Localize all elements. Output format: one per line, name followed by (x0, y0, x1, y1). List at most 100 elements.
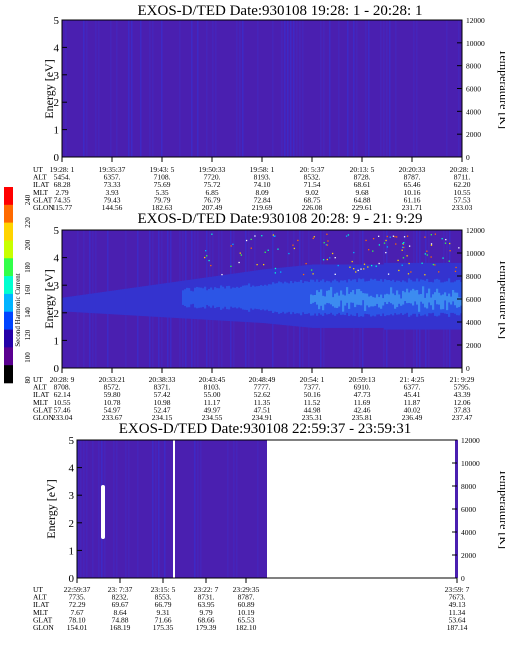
y-right-tick-label: 6000 (466, 85, 481, 94)
panel-2-y-label: Energy [eV] (42, 269, 56, 328)
sparse-count-dot (385, 251, 387, 254)
noise-stripe (113, 440, 115, 578)
band-mid-column (190, 290, 193, 305)
sparse-count-dot (426, 254, 428, 256)
table-cell: 8371. (154, 383, 171, 392)
table-row-label: GLAT (33, 195, 53, 204)
table-cell: 20: 5:37 (300, 165, 325, 174)
y-right-tick-label: 0 (461, 574, 465, 583)
table-cell: 74.88 (112, 615, 129, 624)
table-cell: 7720. (204, 173, 221, 182)
y-right-tick-label: 6000 (461, 505, 476, 514)
noise-stripe (92, 440, 94, 578)
sparse-count-dot (403, 241, 405, 244)
band-mid-column (230, 288, 233, 307)
band-core-column (326, 290, 329, 303)
sparse-count-dot (312, 237, 314, 239)
band-mid-column (270, 284, 273, 311)
band-core-column (414, 290, 417, 302)
table-row-label: ALT (33, 593, 47, 602)
panel-3: EXOS-D/TED Date:930108 22:59:37 - 23:59:… (33, 421, 505, 632)
band-core-column (448, 293, 451, 303)
band-outer-column (122, 289, 125, 315)
sparse-count-dot (430, 256, 432, 258)
y-tick-label: 5 (54, 15, 60, 27)
sparse-count-dot (438, 271, 440, 273)
table-cell: 22:59:37 (64, 585, 91, 594)
table-cell: 8193. (254, 173, 271, 182)
colorbar-swatch (4, 293, 13, 313)
band-outer-column (130, 288, 133, 316)
table-cell: 11.87 (404, 398, 421, 407)
table-cell: 8572. (104, 383, 121, 392)
noise-stripe (161, 20, 163, 157)
noise-stripe (128, 20, 130, 157)
band-outer-column (110, 290, 113, 315)
sparse-count-dot (363, 263, 366, 265)
table-row-label: GLAT (33, 615, 53, 624)
table-cell: 236.49 (402, 413, 423, 422)
band-outer-column (80, 295, 83, 313)
sparse-count-dot (449, 250, 451, 252)
band-core-column (454, 292, 457, 306)
y-right-tick-label: 2000 (466, 130, 481, 139)
band-mid-column (290, 281, 293, 315)
band-outer-column (98, 292, 101, 314)
band-core-column (418, 294, 421, 312)
table-cell: 71.66 (155, 615, 172, 624)
sparse-count-dot (368, 249, 370, 251)
band-core-column (328, 290, 331, 304)
table-cell: 7108. (154, 173, 171, 182)
band-outer-column (156, 284, 159, 317)
table-cell: 73.33 (104, 180, 121, 189)
band-outer-column (180, 281, 183, 319)
colorbar: Second Harmonic Current 240 220 200 180 160 1… (4, 187, 32, 384)
band-core-column (442, 294, 445, 310)
table-cell: 233.67 (102, 413, 123, 422)
band-mid-column (278, 281, 281, 314)
band-core-column (382, 298, 385, 306)
sparse-count-dot (337, 264, 339, 267)
sparse-count-dot (392, 235, 395, 237)
band-core-column (332, 297, 335, 307)
band-mid-column (276, 283, 279, 313)
table-row-label: UT (33, 585, 43, 594)
noise-stripe (137, 440, 139, 578)
sparse-count-dot (395, 243, 397, 245)
noise-stripe (83, 20, 85, 157)
sparse-count-dot (357, 269, 359, 272)
table-cell: 233.03 (452, 203, 473, 212)
sparse-count-dot (355, 271, 357, 273)
band-core-column (338, 295, 341, 307)
noise-stripe (179, 20, 181, 157)
sparse-count-dot (424, 274, 426, 276)
table-cell: 68.66 (198, 615, 215, 624)
table-cell: 53.64 (449, 615, 466, 624)
sparse-count-dot (378, 244, 381, 246)
band-outer-column (70, 296, 73, 312)
table-cell: 11.34 (449, 608, 466, 617)
noise-stripe (65, 20, 67, 157)
colorbar-tick-label: 140 (24, 307, 32, 318)
table-cell: 10.19 (238, 608, 255, 617)
table-cell: 75.72 (204, 180, 221, 189)
band-mid-column (264, 284, 267, 311)
band-outer-column (168, 282, 171, 318)
sparse-count-dot (378, 262, 380, 265)
band-core-column (406, 288, 409, 304)
band-core-column (368, 296, 371, 308)
sparse-count-dot (430, 244, 433, 246)
y-tick-label: 2 (54, 97, 60, 109)
band-mid-column (212, 289, 215, 306)
sparse-count-dot (267, 249, 269, 251)
sparse-count-dot (386, 246, 389, 248)
band-outer-column (94, 293, 97, 314)
table-cell: 40.02 (404, 405, 421, 414)
colorbar-label: Second Harmonic Current (14, 273, 22, 347)
noise-stripe (95, 20, 97, 157)
sparse-count-dot (432, 263, 435, 266)
table-cell: 57.46 (54, 405, 71, 414)
band-outer-column (136, 287, 139, 316)
sparse-count-dot (280, 271, 282, 273)
band-core-column (362, 293, 365, 301)
